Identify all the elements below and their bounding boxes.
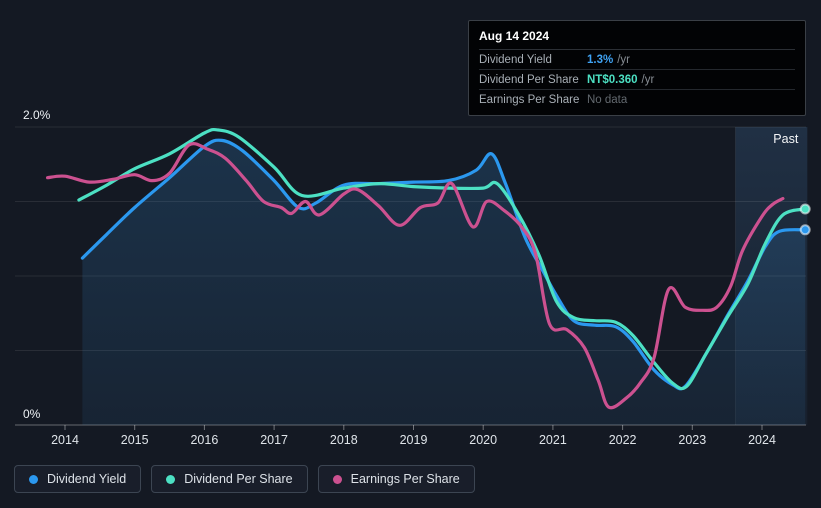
legend-item-dividend-per-share[interactable]: Dividend Per Share [151, 465, 308, 493]
tooltip-label: Dividend Per Share [479, 73, 579, 86]
legend-label: Dividend Per Share [184, 472, 293, 486]
tooltip-value-suffix: /yr [641, 73, 655, 86]
y-axis-label-zero: 0% [23, 407, 41, 421]
svg-text:2023: 2023 [678, 433, 706, 447]
svg-text:2022: 2022 [609, 433, 637, 447]
past-label: Past [773, 132, 799, 146]
svg-text:2016: 2016 [190, 433, 218, 447]
tooltip-row-dividend-per-share: Dividend Per Share NT$0.360/yr [479, 70, 795, 90]
dividend-yield-area [82, 140, 806, 425]
legend-item-earnings-per-share[interactable]: Earnings Per Share [317, 465, 475, 493]
tooltip-value-suffix: /yr [617, 53, 630, 66]
legend-item-dividend-yield[interactable]: Dividend Yield [14, 465, 142, 493]
legend: Dividend Yield Dividend Per Share Earnin… [14, 465, 475, 493]
x-axis-ticks: 2014 2015 2016 2017 2018 2019 2020 2021 2022 2023… [51, 425, 776, 447]
tooltip-value: 1.3%/yr [587, 53, 630, 66]
tooltip-row-dividend-yield: Dividend Yield 1.3%/yr [479, 50, 795, 70]
series-end-dots [799, 203, 811, 236]
tooltip-value: NT$0.360/yr [587, 73, 655, 86]
earnings-per-share-line [46, 142, 785, 410]
tooltip-label: Dividend Yield [479, 53, 552, 66]
tooltip-value: No data [587, 93, 628, 106]
svg-text:2015: 2015 [121, 433, 149, 447]
tooltip-label: Earnings Per Share [479, 93, 580, 106]
legend-dot-dividend-yield [29, 474, 38, 484]
svg-text:2017: 2017 [260, 433, 288, 447]
legend-dot-dividend-per-share [166, 474, 176, 484]
legend-dot-earnings-per-share [332, 474, 342, 484]
hover-tooltip: Aug 14 2024 Dividend Yield 1.3%/yr Divid… [468, 20, 806, 116]
dividend-per-share-line [77, 127, 807, 391]
svg-text:2019: 2019 [400, 433, 428, 447]
legend-label: Earnings Per Share [350, 472, 460, 486]
tooltip-date: Aug 14 2024 [479, 25, 795, 50]
svg-text:2014: 2014 [51, 433, 79, 447]
svg-text:2018: 2018 [330, 433, 358, 447]
legend-label: Dividend Yield [47, 472, 127, 486]
y-axis-label-top: 2.0% [23, 108, 51, 122]
svg-text:2021: 2021 [539, 433, 567, 447]
svg-text:2020: 2020 [469, 433, 497, 447]
svg-text:2024: 2024 [748, 433, 776, 447]
tooltip-row-earnings-per-share: Earnings Per Share No data [479, 90, 795, 109]
